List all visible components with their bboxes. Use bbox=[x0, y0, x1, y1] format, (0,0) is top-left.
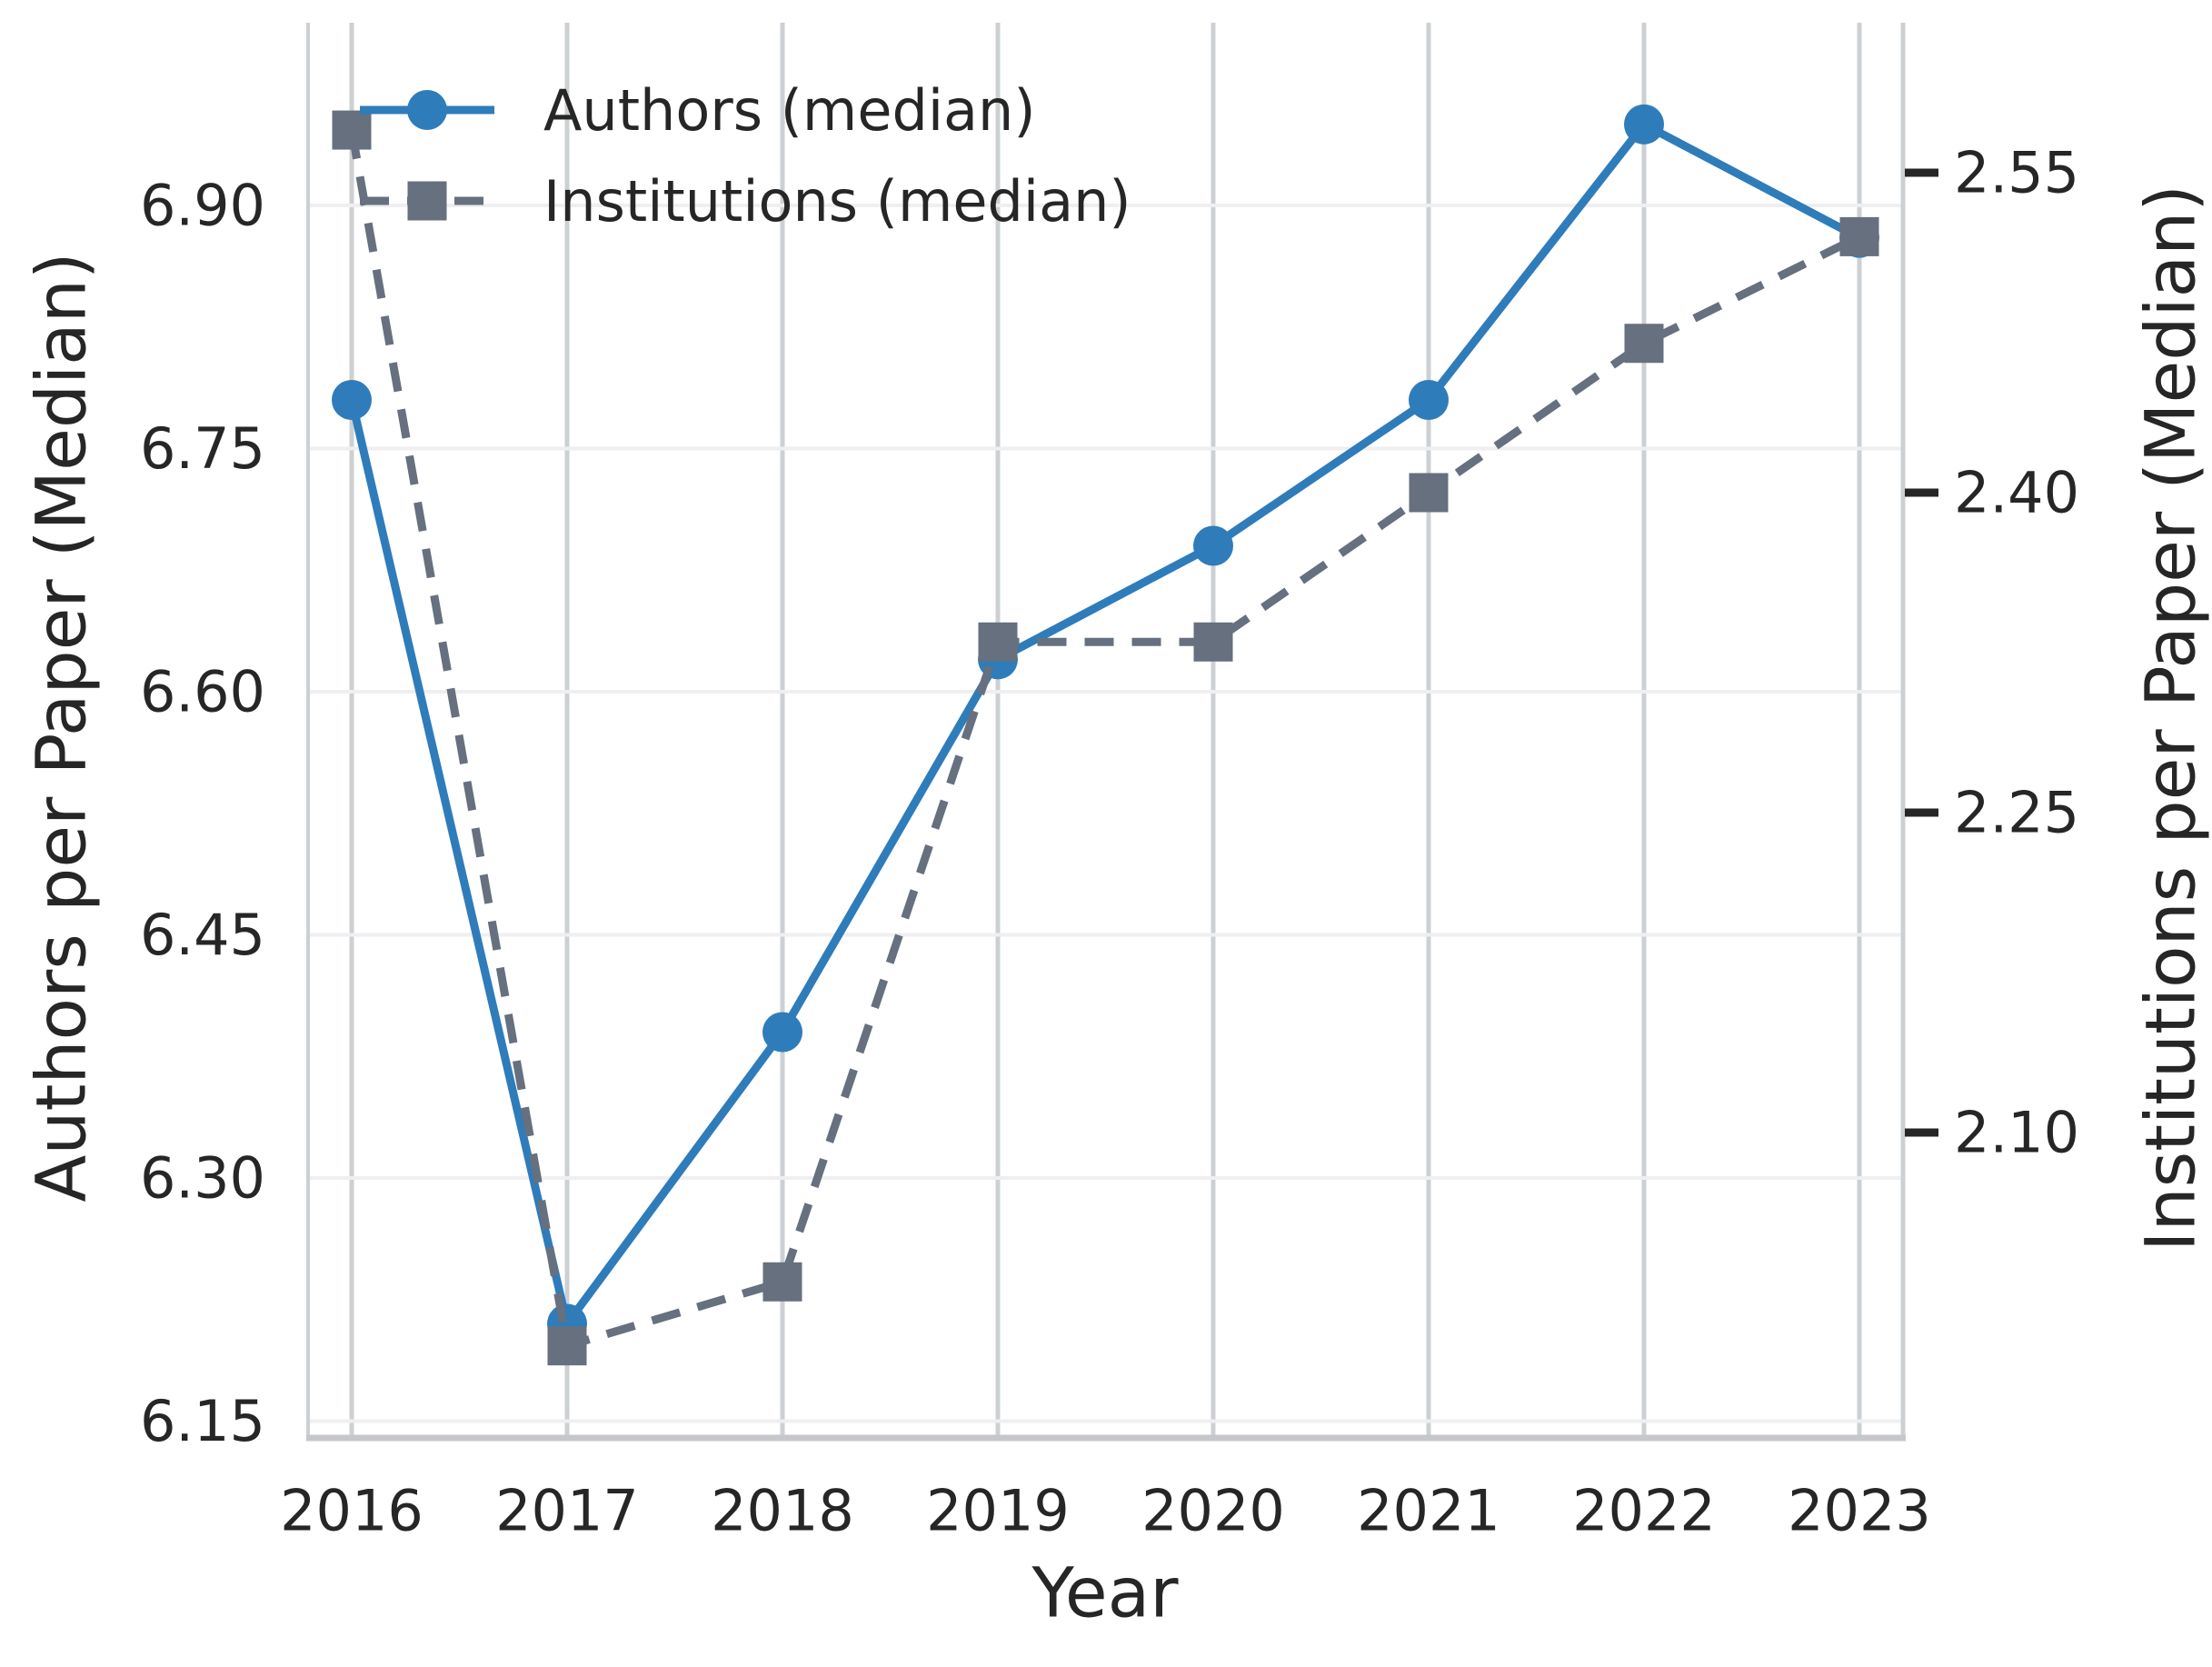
authors-marker-sample-icon bbox=[407, 90, 447, 130]
data-point-square-2016 bbox=[332, 110, 372, 150]
left-tick-6.15: 6.15 bbox=[140, 1388, 265, 1454]
x-tick-2018: 2018 bbox=[711, 1478, 854, 1544]
right-tick-mark-icon bbox=[1905, 1128, 1938, 1137]
x-tick-2022: 2022 bbox=[1572, 1478, 1716, 1544]
x-tick-2016: 2016 bbox=[280, 1478, 423, 1544]
right-tick-2.55: 2.55 bbox=[1954, 140, 2079, 206]
data-point-circle-2018 bbox=[762, 1012, 802, 1053]
data-point-square-2018 bbox=[762, 1262, 802, 1302]
left-tick-6.30: 6.30 bbox=[140, 1145, 265, 1212]
series-institutions bbox=[332, 110, 1879, 1366]
x-tick-2017: 2017 bbox=[495, 1478, 639, 1544]
data-point-circle-2016 bbox=[332, 380, 372, 420]
x-gridlines bbox=[349, 23, 1862, 1438]
data-point-circle-2021 bbox=[1409, 380, 1449, 420]
left-tick-labels: 6.15 6.30 6.45 6.60 6.75 6.90 bbox=[140, 173, 265, 1455]
x-axis-title: Year bbox=[1031, 1552, 1179, 1633]
right-tick-labels: 2.10 2.25 2.40 2.55 bbox=[1905, 140, 2079, 1166]
legend-item-authors: Authors (median) bbox=[360, 76, 1131, 144]
legend-label-authors: Authors (median) bbox=[543, 76, 1036, 144]
x-tick-2023: 2023 bbox=[1788, 1478, 1931, 1544]
right-tick-mark-icon bbox=[1905, 488, 1938, 497]
left-tick-6.60: 6.60 bbox=[140, 659, 265, 725]
series-authors bbox=[332, 104, 1879, 1344]
data-point-square-2019 bbox=[978, 622, 1018, 662]
x-tick-2019: 2019 bbox=[926, 1478, 1070, 1544]
right-tick-mark-icon bbox=[1905, 808, 1938, 817]
left-tick-6.90: 6.90 bbox=[140, 173, 265, 239]
authors-legend-sample bbox=[360, 90, 494, 130]
data-point-circle-2022 bbox=[1624, 104, 1664, 145]
right-tick-2.25: 2.25 bbox=[1954, 780, 2079, 846]
right-tick-2.40: 2.40 bbox=[1954, 460, 2079, 526]
legend-item-institutions: Institutions (median) bbox=[360, 167, 1131, 235]
left-axis-title: Authors per Paper (Median) bbox=[20, 252, 102, 1203]
legend: Authors (median) Institutions (median) bbox=[360, 76, 1131, 235]
axes-spines bbox=[306, 23, 1906, 1442]
y-gridlines bbox=[308, 204, 1903, 1423]
institutions-marker-sample-icon bbox=[407, 181, 447, 221]
right-axis-title: Institutions per Paper (Median) bbox=[2129, 185, 2211, 1252]
data-point-square-2022 bbox=[1624, 324, 1664, 364]
institutions-legend-sample bbox=[360, 181, 494, 221]
right-tick-2.10: 2.10 bbox=[1954, 1100, 2079, 1166]
data-point-square-2017 bbox=[547, 1326, 587, 1366]
left-tick-6.45: 6.45 bbox=[140, 902, 265, 968]
x-tick-2021: 2021 bbox=[1357, 1478, 1500, 1544]
x-tick-labels: 2016 2017 2018 2019 2020 2021 2022 2023 bbox=[280, 1478, 1931, 1544]
series-line bbox=[347, 129, 1861, 1351]
x-tick-2020: 2020 bbox=[1141, 1478, 1285, 1544]
data-point-square-2023 bbox=[1839, 216, 1879, 256]
data-point-circle-2020 bbox=[1193, 525, 1233, 566]
legend-label-institutions: Institutions (median) bbox=[543, 167, 1131, 235]
left-tick-6.75: 6.75 bbox=[140, 415, 265, 482]
data-point-square-2020 bbox=[1193, 622, 1233, 662]
data-point-square-2021 bbox=[1409, 473, 1449, 513]
right-tick-mark-icon bbox=[1905, 168, 1938, 177]
series-line bbox=[347, 120, 1862, 1328]
